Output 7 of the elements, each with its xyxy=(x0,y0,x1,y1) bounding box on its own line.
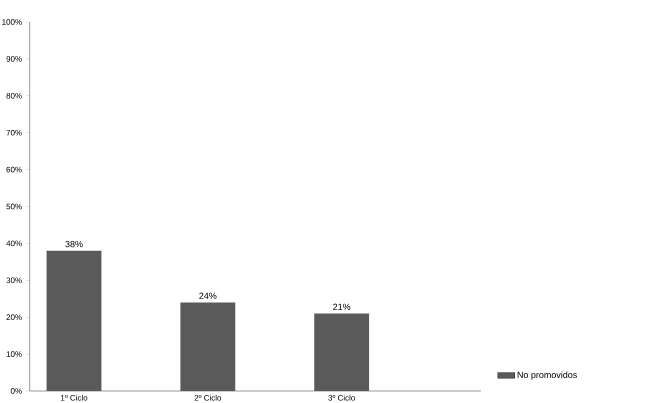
data-label: 38% xyxy=(65,240,83,248)
data-label: 21% xyxy=(333,304,350,310)
legend-label: No promovidos xyxy=(518,371,577,380)
bar xyxy=(46,250,102,391)
bar xyxy=(314,314,370,391)
data-label: 24% xyxy=(199,292,216,299)
bar xyxy=(180,302,236,391)
